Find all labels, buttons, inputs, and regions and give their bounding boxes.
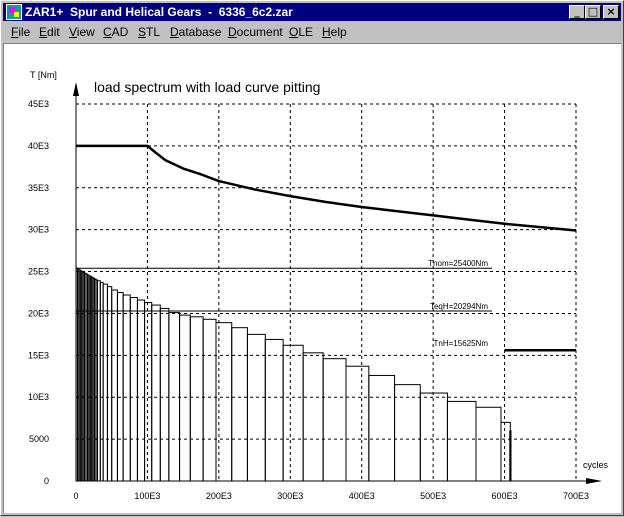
menu-document-accel: D <box>228 25 237 39</box>
y-tick-label: 40E3 <box>28 141 49 151</box>
x-axis-label: cycles <box>583 460 609 470</box>
menu-file[interactable]: File <box>11 25 30 39</box>
spectrum-bar <box>129 297 138 482</box>
menu-view-label: iew <box>76 25 95 39</box>
menu-database-label: atabase <box>178 25 222 39</box>
minimize-button[interactable]: _ <box>569 5 585 19</box>
menu-help[interactable]: Help <box>322 25 347 39</box>
y-tick-label: 35E3 <box>28 183 49 193</box>
chart-area: Tnom=25400Nm TeqH=20294Nm TnH=15625Nm 0 100… <box>3 43 621 513</box>
menu-file-label: ile <box>18 25 31 39</box>
title-bar[interactable]: ZAR1+ Spur and Helical Gears - 6336_6c2.… <box>3 3 621 21</box>
x-axis-arrow <box>586 478 602 484</box>
x-tick-label: 500E3 <box>420 491 446 501</box>
y-tick-label: 5000 <box>29 434 49 444</box>
x-tick-label: 400E3 <box>349 491 375 501</box>
menu-ole-accel: O <box>289 25 299 39</box>
spectrum-bar <box>159 307 170 482</box>
y-tick-label: 25E3 <box>28 267 49 277</box>
menu-stl[interactable]: STL <box>138 25 160 39</box>
load-spectrum-chart: Tnom=25400Nm TeqH=20294Nm TnH=15625Nm 0 100… <box>28 70 609 501</box>
spectrum-bar <box>202 318 217 482</box>
spectrum-bar <box>144 302 153 482</box>
y-tick-label: 15E3 <box>28 350 49 360</box>
y-axis-arrow <box>73 82 79 96</box>
menu-help-label: elp <box>330 25 347 39</box>
x-tick-label: 700E3 <box>563 491 589 501</box>
menu-cad[interactable]: CAD <box>103 25 128 39</box>
spectrum-bar <box>116 292 124 482</box>
spectrum-bar <box>151 304 161 482</box>
spectrum-bar <box>106 286 113 482</box>
reference-line-label: TeqH=20294Nm <box>430 302 488 311</box>
menu-stl-label: TL <box>146 25 161 39</box>
x-tick-label: 300E3 <box>277 491 303 501</box>
y-tick-label: 10E3 <box>28 392 49 402</box>
spectrum-bar <box>111 289 118 482</box>
y-tick-label: 45E3 <box>28 99 49 109</box>
spectrum-bar <box>394 384 421 482</box>
spectrum-bar <box>446 400 477 482</box>
x-tick-label: 0 <box>73 491 78 501</box>
spectrum-bar <box>302 352 324 482</box>
maximize-button[interactable]: □ <box>585 5 601 19</box>
menu-view[interactable]: View <box>69 25 95 39</box>
app-icon[interactable] <box>6 4 22 20</box>
spectrum-bar <box>368 374 396 482</box>
menu-cad-accel: C <box>103 25 112 39</box>
y-tick-label: 20E3 <box>28 308 49 318</box>
menu-database[interactable]: Database <box>170 25 221 39</box>
window-title: ZAR1+ Spur and Helical Gears - 6336_6c2.… <box>25 5 293 19</box>
menu-bar: File Edit View CAD STL Database Document… <box>3 22 621 42</box>
spectrum-bar <box>419 392 448 482</box>
menu-edit-label: dit <box>47 25 60 39</box>
x-tick-label: 600E3 <box>492 491 518 501</box>
reference-line-label: Tnom=25400Nm <box>428 259 488 268</box>
menu-cad-label: AD <box>111 25 129 39</box>
x-tick-label: 100E3 <box>134 491 160 501</box>
menu-document-label: ocument <box>236 25 283 39</box>
spectrum-bar <box>500 421 511 482</box>
y-axis-label: T [Nm] <box>30 70 57 80</box>
x-tick-label: 200E3 <box>206 491 232 501</box>
annotation-label: TnH=15625Nm <box>434 339 489 348</box>
chart-title: load spectrum with load curve pitting <box>94 79 320 95</box>
y-tick-label: 0 <box>44 476 49 486</box>
menu-stl-accel: S <box>138 25 147 39</box>
close-button[interactable]: × <box>603 5 619 19</box>
menu-edit[interactable]: Edit <box>39 25 60 39</box>
spectrum-bar <box>282 344 304 482</box>
load-curve-line <box>76 144 577 232</box>
spectrum-bar <box>322 358 347 482</box>
menu-file-accel: F <box>11 25 19 39</box>
spectrum-bar <box>189 316 204 482</box>
menu-document[interactable]: Document <box>228 25 283 39</box>
menu-ole-label: LE <box>298 25 314 39</box>
spectrum-bar <box>136 299 146 482</box>
y-tick-label: 30E3 <box>28 225 49 235</box>
spectrum-bar <box>475 406 502 482</box>
spectrum-bar <box>246 333 266 482</box>
spectrum-bar <box>345 365 370 482</box>
menu-ole[interactable]: OLE <box>289 25 313 39</box>
menu-database-accel: D <box>170 25 179 39</box>
spectrum-bar <box>231 327 248 482</box>
spectrum-bar <box>179 314 191 482</box>
menu-edit-accel: E <box>39 25 48 39</box>
spectrum-bar <box>122 294 131 482</box>
menu-help-accel: H <box>322 25 331 39</box>
spectrum-bar <box>264 338 284 482</box>
menu-view-accel: V <box>69 25 77 39</box>
